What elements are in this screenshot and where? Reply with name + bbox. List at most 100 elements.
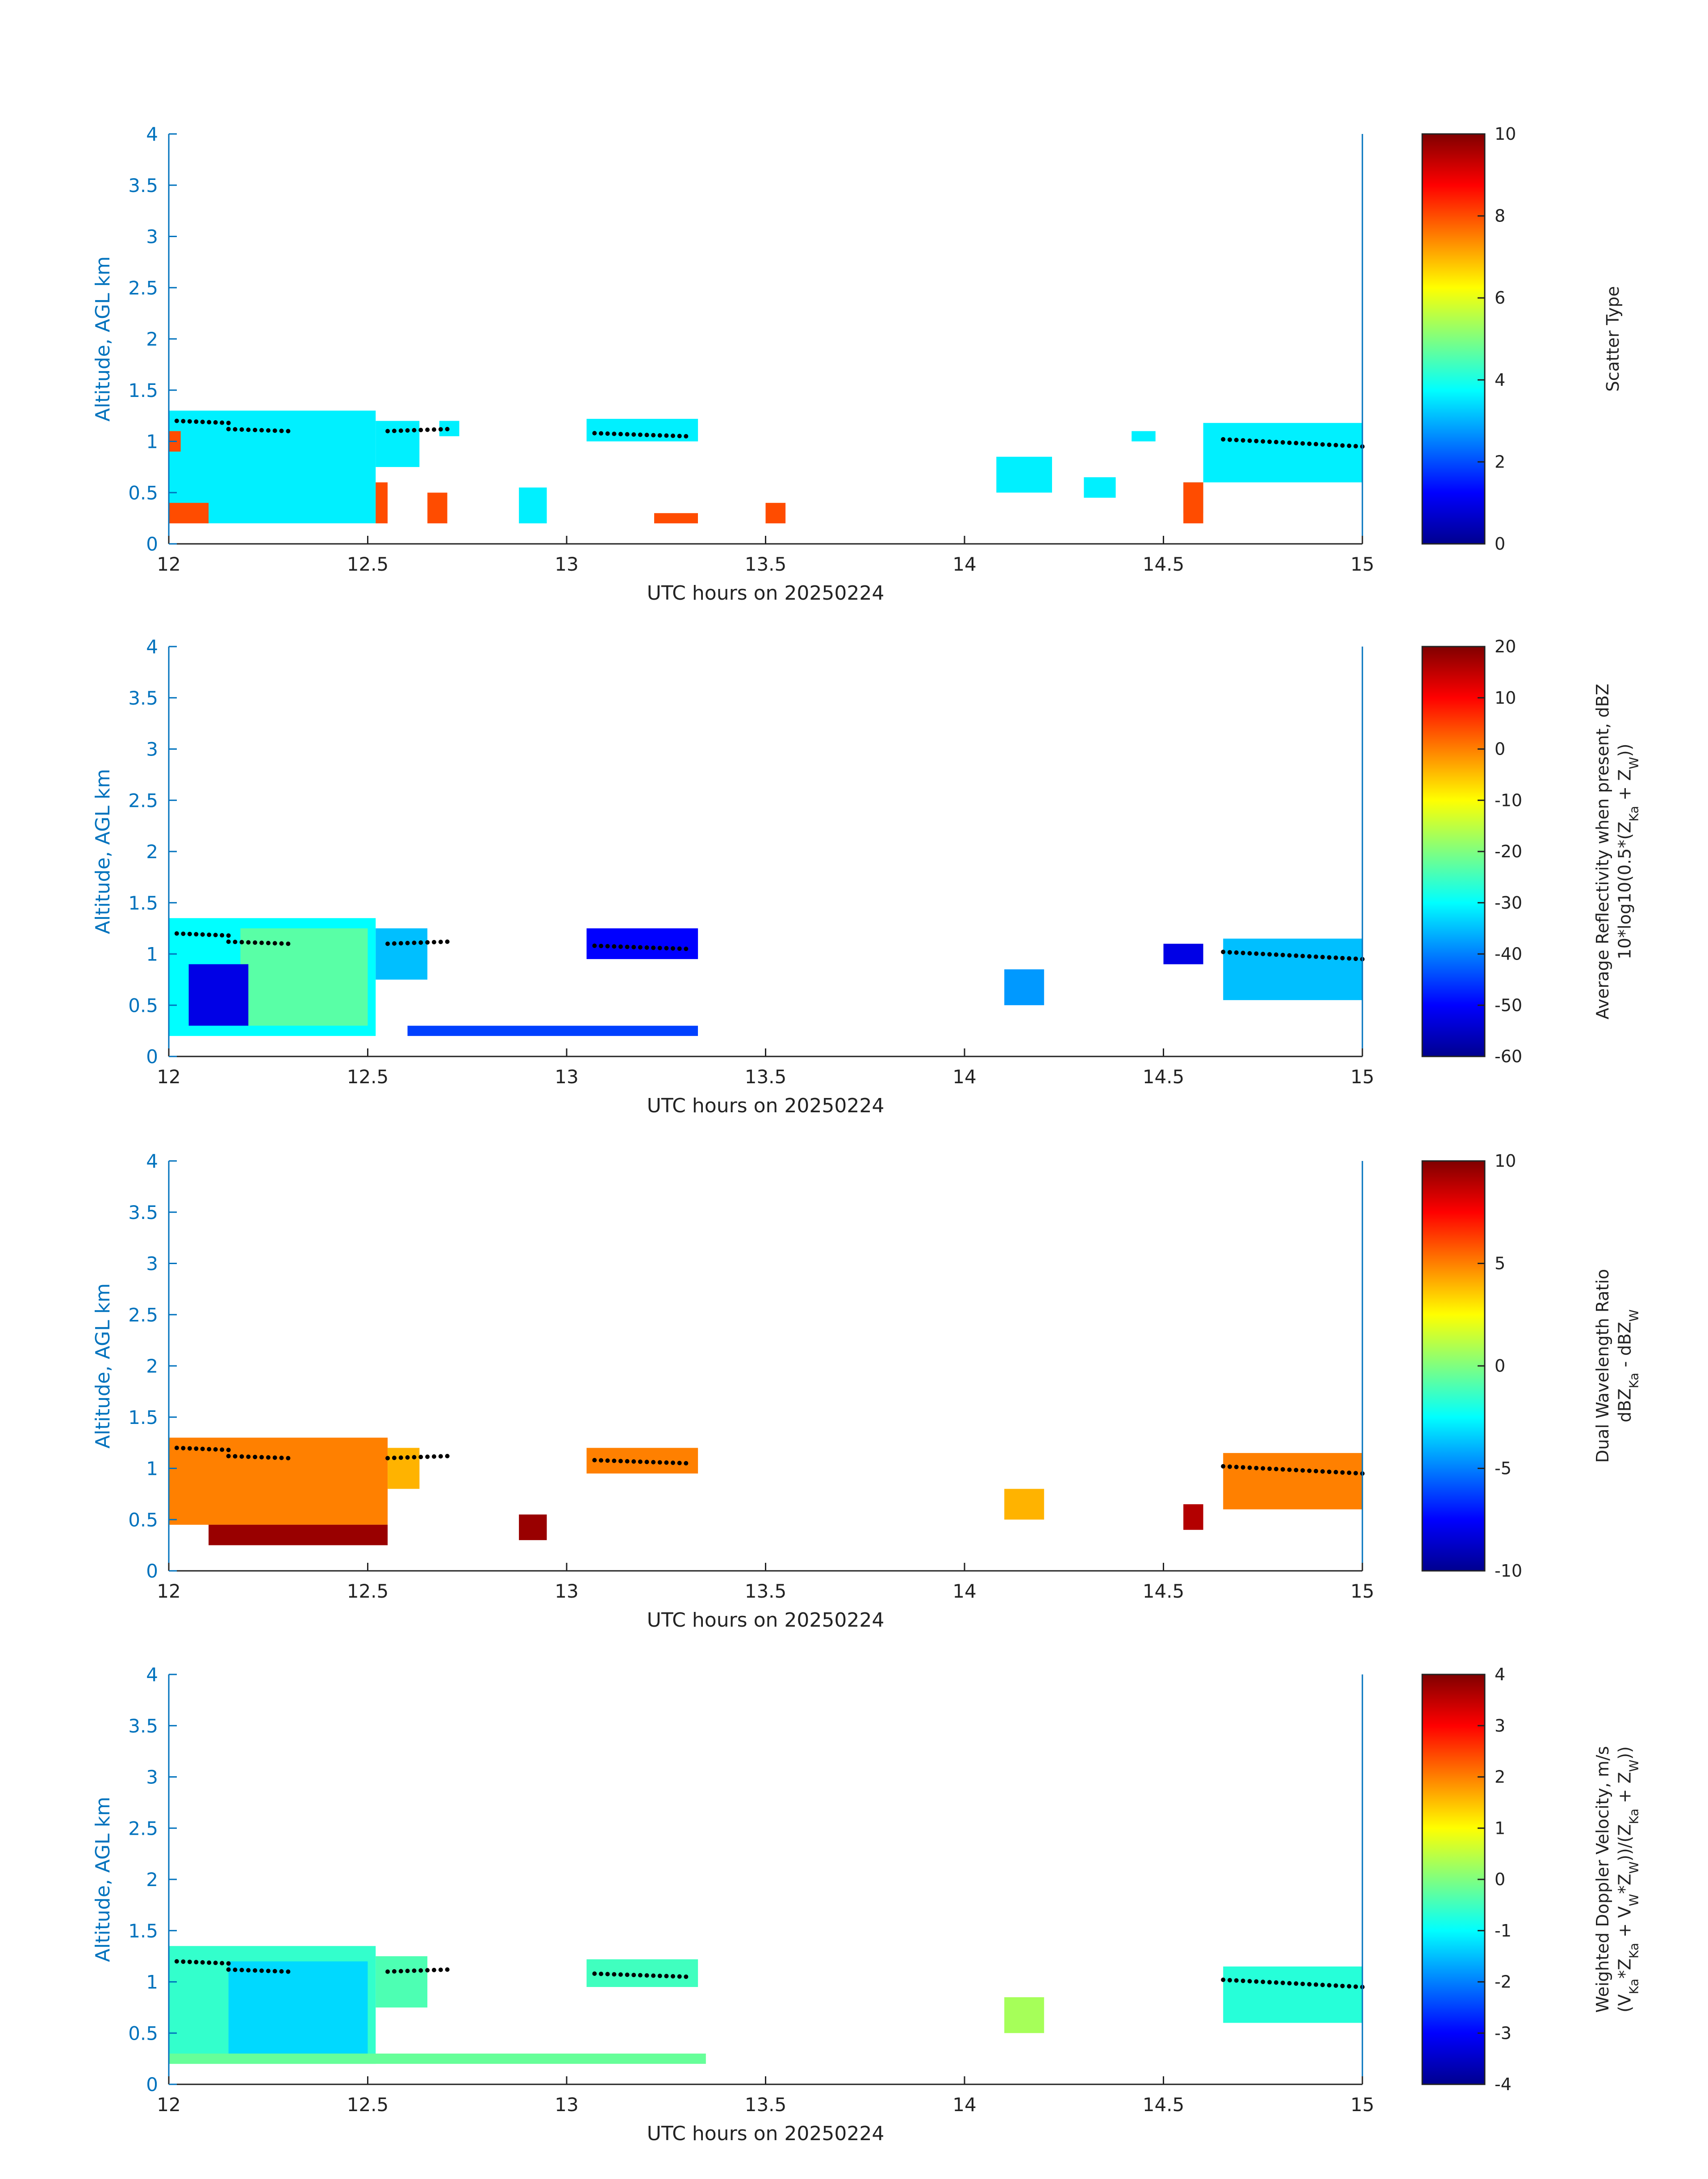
height-marker	[438, 1967, 443, 1972]
height-marker	[239, 427, 244, 432]
height-marker	[1280, 952, 1285, 957]
x-axis-label: UTC hours on 20250224	[647, 582, 885, 605]
colorbar-tick-label: 20	[1495, 637, 1516, 656]
colorbar-label-segment: *Z	[1615, 1958, 1635, 1979]
height-marker	[618, 1972, 623, 1977]
height-marker	[207, 1447, 212, 1452]
y-tick-label: 4	[146, 636, 158, 658]
height-marker	[1267, 952, 1272, 957]
height-marker	[1294, 441, 1299, 446]
height-marker	[618, 1459, 623, 1464]
height-marker	[220, 1961, 225, 1966]
height-marker	[605, 1972, 610, 1977]
x-tick-label: 14	[952, 553, 976, 575]
height-marker	[1274, 1467, 1278, 1471]
y-tick-label: 3	[146, 1253, 158, 1275]
colorbar-label-segment: *Z	[1615, 1874, 1635, 1894]
height-marker	[174, 931, 179, 936]
height-marker	[631, 1973, 636, 1978]
height-marker	[1234, 950, 1239, 955]
height-marker	[1234, 438, 1239, 442]
colorbar-tick-label: 0	[1495, 1356, 1505, 1376]
x-tick-label: 12.5	[347, 2094, 389, 2116]
height-marker	[592, 943, 597, 948]
data-region-9	[407, 1026, 698, 1036]
height-marker	[187, 1446, 192, 1451]
height-marker	[1320, 1983, 1325, 1987]
height-marker	[445, 939, 450, 944]
y-tick-label: 4	[146, 1150, 158, 1172]
y-tick-label: 2	[146, 328, 158, 350]
height-marker	[226, 1961, 231, 1966]
height-marker	[677, 434, 682, 438]
height-marker	[1261, 1979, 1265, 1984]
data-region-6	[1223, 1966, 1362, 2023]
y-tick-label: 2	[146, 841, 158, 863]
height-marker	[432, 1454, 436, 1459]
height-marker	[418, 1455, 423, 1459]
data-region-11	[169, 503, 209, 524]
colorbar-label: Weighted Doppler Velocity, m/s (VKa*ZKa +…	[1593, 1746, 1641, 2012]
height-marker	[625, 944, 630, 949]
height-marker	[194, 932, 199, 937]
data-region-3	[388, 1448, 420, 1489]
height-marker	[1240, 1465, 1245, 1470]
colorbar-tick-label: 1	[1495, 1818, 1505, 1838]
height-marker	[651, 1460, 656, 1465]
data-region-7	[1163, 943, 1203, 964]
height-marker	[1340, 1983, 1345, 1988]
x-tick-label: 12	[157, 1580, 180, 1602]
height-marker	[1280, 440, 1285, 445]
height-marker	[207, 1960, 212, 1965]
height-marker	[1300, 954, 1305, 959]
height-marker	[266, 941, 271, 945]
height-marker	[1333, 1983, 1338, 1988]
x-tick-label: 15	[1350, 1066, 1374, 1088]
height-marker	[1228, 950, 1232, 955]
colorbar-label-subscript: Ka	[1626, 1808, 1641, 1824]
height-marker	[392, 941, 397, 946]
height-marker	[1307, 954, 1312, 959]
data-region-6	[1004, 1489, 1044, 1520]
y-tick-label: 3.5	[128, 687, 158, 709]
height-marker	[657, 1460, 662, 1465]
data-region-4	[519, 1514, 547, 1540]
height-marker	[200, 1446, 205, 1451]
chart-panel-4: 12 12.5 13 13.5 14 14.5 1500.511.522.533.54UTC…	[92, 1664, 1641, 2145]
y-tick-label: 1.5	[128, 1407, 158, 1428]
colorbar-tick-label: 2	[1495, 1767, 1505, 1787]
colorbar-label-segment: ))	[1615, 743, 1635, 757]
height-marker	[1228, 1464, 1232, 1469]
height-marker	[207, 932, 212, 937]
height-marker	[213, 420, 218, 425]
colorbar-tick-label: 10	[1495, 1151, 1516, 1171]
colorbar-label-segment: (V	[1615, 1994, 1635, 2012]
height-marker	[1221, 949, 1226, 954]
colorbar-label: Average Reflectivity when present, dBZ 10…	[1593, 684, 1641, 1019]
height-marker	[412, 1968, 417, 1973]
height-marker	[612, 431, 617, 436]
colorbar-tick-label: -50	[1495, 995, 1522, 1015]
height-marker	[1247, 1979, 1252, 1983]
height-marker	[618, 432, 623, 437]
y-axis-label: Altitude, AGL km	[92, 1283, 114, 1448]
y-tick-label: 0.5	[128, 2022, 158, 2044]
height-marker	[445, 1454, 450, 1458]
y-tick-label: 1	[146, 943, 158, 965]
height-marker	[226, 427, 231, 431]
height-marker	[272, 1969, 277, 1974]
height-marker	[445, 427, 450, 431]
x-tick-label: 14.5	[1143, 1580, 1185, 1602]
x-axis-label: UTC hours on 20250224	[647, 2122, 885, 2145]
height-marker	[664, 1460, 669, 1465]
height-marker	[599, 1971, 603, 1976]
height-marker	[1314, 1469, 1318, 1474]
height-marker	[605, 1458, 610, 1463]
height-marker	[392, 429, 397, 433]
height-marker	[405, 1969, 410, 1973]
x-tick-label: 13	[555, 1580, 578, 1602]
height-marker	[592, 1458, 597, 1463]
x-tick-label: 14	[952, 1580, 976, 1602]
height-marker	[1261, 952, 1265, 956]
